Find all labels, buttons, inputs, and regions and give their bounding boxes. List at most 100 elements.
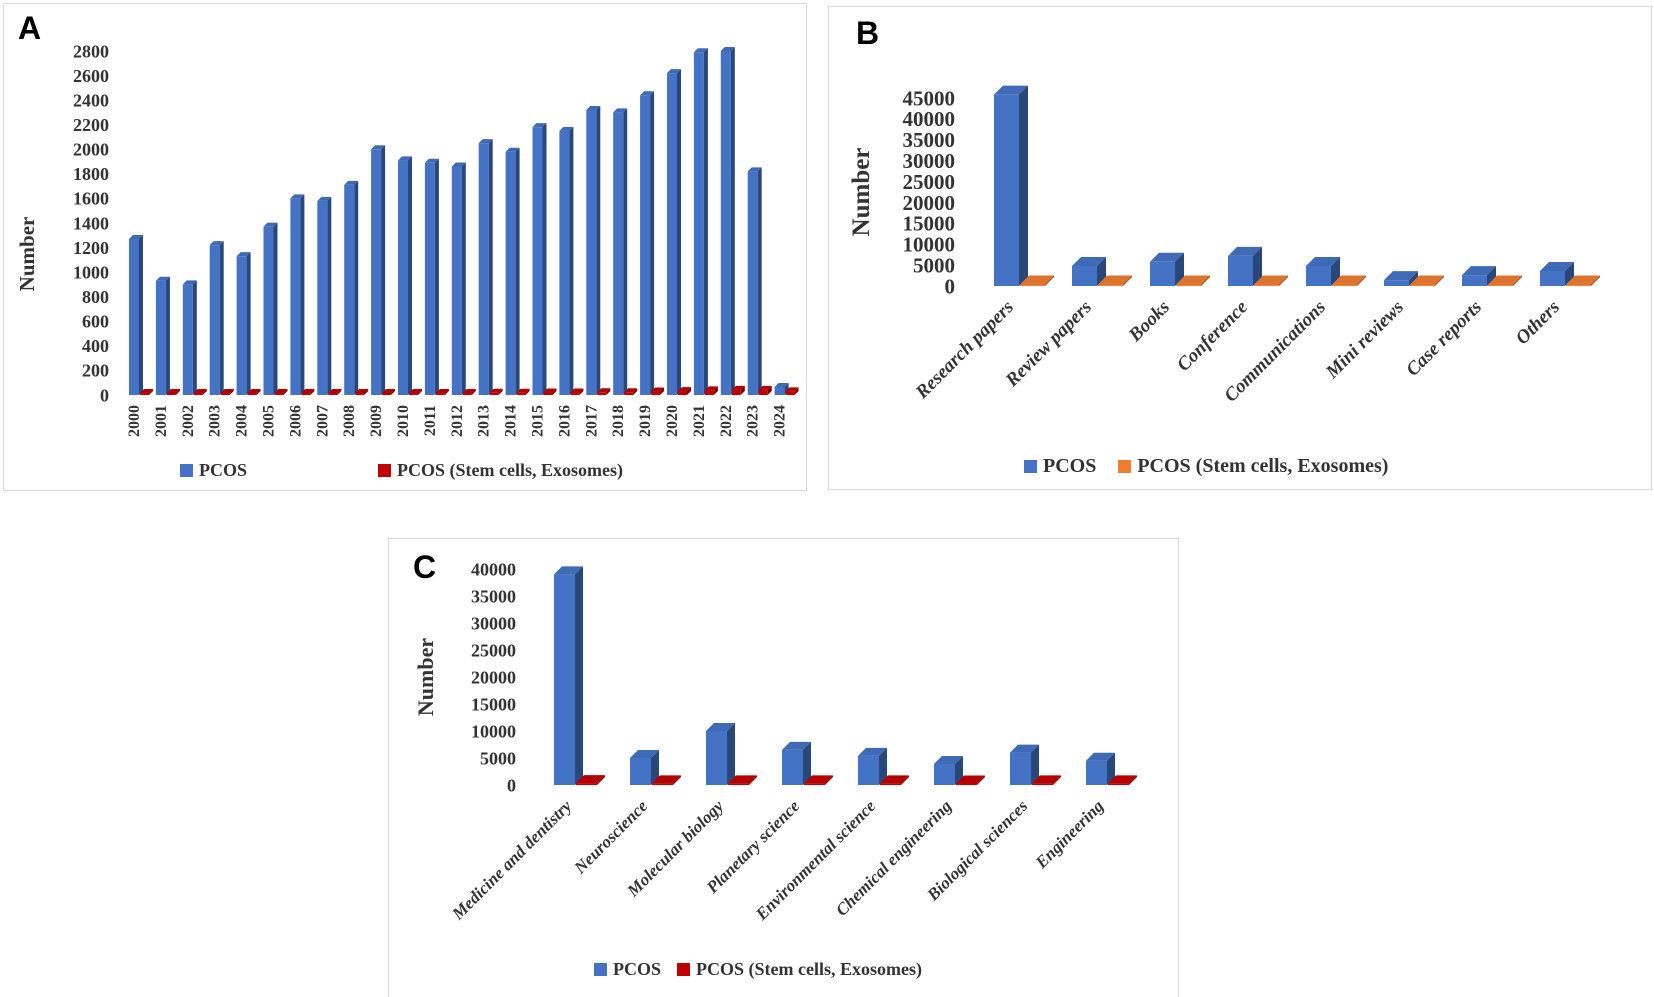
y-tick-label: 400 [82,336,109,356]
x-tick-label: 2019 [637,405,654,437]
x-tick-label: 2020 [664,405,681,437]
bar-pcos [344,180,359,395]
x-tick-label: Case reports [1402,297,1486,381]
bar-pcos-stem-cells-exosomes [651,387,665,395]
bar-pcos [1540,261,1574,286]
bar-pcos [371,145,386,395]
bar-pcos-stem-cells-exosomes [678,387,691,395]
bar-pcos [858,747,887,785]
x-tick-label: Mini reviews [1321,297,1408,384]
bar-pcos [1228,246,1262,286]
bar-pcos-stem-cells-exosomes [274,389,288,395]
legend-label-pcos-stem: PCOS (Stem cells, Exosomes) [696,959,922,979]
x-tick-label: 2024 [772,405,789,437]
bar-pcos [994,85,1028,286]
bar-pcos [747,167,762,395]
x-tick-label: Others [1512,297,1564,349]
bar-pcos-stem-cells-exosomes [1176,275,1210,286]
bar-pcos [451,162,466,395]
y-tick-label: 2800 [73,41,109,61]
y-tick-label: 10000 [471,721,516,741]
bar-pcos-stem-cells-exosomes [624,388,638,395]
panel-c: C 0 5000 10000 15000 20000 25000 30000 35000 400… [388,538,1179,997]
bar-pcos-stem-cells-exosomes [193,389,207,395]
bar-pcos-stem-cells-exosomes [576,775,605,785]
bar-pcos-stem-cells-exosomes [516,388,530,395]
bar-pcos [1462,266,1496,286]
legend-item-pcos-stem: PCOS (Stem cells, Exosomes) [1118,455,1388,478]
bar-pcos-stem-cells-exosomes [597,388,611,395]
legend-item-pcos-stem: PCOS (Stem cells, Exosomes) [677,959,922,980]
chart-b-publication-types: 0500010000150002000025000300003500040000… [848,85,1600,406]
bar-pcos [640,91,655,395]
bar-pcos [263,222,278,395]
bar-pcos [706,723,735,785]
bar-pcos [1306,256,1340,286]
bar-pcos-stem-cells-exosomes [462,389,476,395]
y-tick-label: 1800 [73,164,109,184]
bar-pcos-stem-cells-exosomes [731,385,745,395]
legend-swatch-pcos [1024,460,1037,473]
legend-item-pcos: PCOS [180,460,247,481]
x-tick-label: 2000 [126,405,143,437]
x-tick-label: 2016 [556,405,573,437]
panel-a-letter: A [18,10,42,46]
y-tick-label: 45000 [903,86,956,110]
y-tick-label: 20000 [471,667,516,687]
bar-pcos [1072,256,1106,286]
y-tick-label: 40000 [903,107,956,131]
legend-c: PCOS PCOS (Stem cells, Exosomes) [594,959,922,980]
bar-pcos [586,105,601,395]
x-tick-label: 2002 [180,405,197,437]
bar-pcos-stem-cells-exosomes [1332,275,1366,286]
panel-b: B 0 5000 10000 15000 20000 25000 30000 35000 400… [828,6,1652,490]
bar-pcos [505,147,520,395]
bar-pcos [1086,752,1115,785]
legend-label-pcos: PCOS [613,959,662,979]
x-tick-label: 2005 [261,405,278,437]
bar-pcos-stem-cells-exosomes [1488,275,1522,286]
y-tick-label: 30000 [903,149,956,173]
bar-pcos [209,241,224,395]
panel-b-letter: B [856,15,880,51]
y-tick-label: 600 [82,312,109,332]
bar-pcos-stem-cells-exosomes [1566,275,1600,286]
bar-pcos [129,234,143,395]
legend-label-pcos-stem: PCOS (Stem cells, Exosomes) [1137,455,1389,477]
legend-label-pcos: PCOS [1043,455,1097,477]
y-tick-label: 800 [82,287,109,307]
y-tick-label: 25000 [903,170,956,194]
y-axis-title: Number [848,148,875,237]
bar-pcos-stem-cells-exosomes [570,388,584,395]
y-tick-label: 200 [82,361,109,381]
bar-pcos-stem-cells-exosomes [543,388,557,395]
y-tick-label: 1200 [73,238,109,258]
bar-pcos [424,158,439,395]
bar-pcos [1384,271,1418,286]
y-tick-label: 5000 [913,253,955,277]
bar-pcos [290,194,305,395]
bar-pcos-stem-cells-exosomes [409,389,422,395]
x-tick-label: Books [1124,297,1174,347]
legend-swatch-pcos [594,963,607,976]
y-tick-label: 0 [100,385,109,405]
x-tick-label: Research papers [911,297,1018,404]
x-tick-label: 2022 [718,405,735,437]
y-tick-label: 10000 [903,233,956,257]
y-tick-label: 0 [945,274,956,298]
bar-pcos [236,252,251,395]
bar-pcos [934,755,963,785]
bar-pcos-stem-cells-exosomes [1020,275,1054,286]
y-tick-label: 25000 [471,640,516,660]
bar-pcos [317,196,332,395]
bar-pcos-stem-cells-exosomes [1108,775,1137,785]
y-tick-label: 5000 [480,748,516,768]
y-axis-title: Number [413,638,438,716]
bar-pcos [630,750,659,785]
x-tick-label: 2009 [368,405,385,437]
bar-pcos-stem-cells-exosomes [328,389,342,395]
y-tick-label: 2600 [73,66,109,86]
chart-a-publications-per-year: 0 200 400 600 800 1000 1200 1400 1600 1800 2000 220… [15,41,799,437]
x-tick-label: Neuroscience [570,796,652,878]
bar-pcos-stem-cells-exosomes [1098,275,1132,286]
